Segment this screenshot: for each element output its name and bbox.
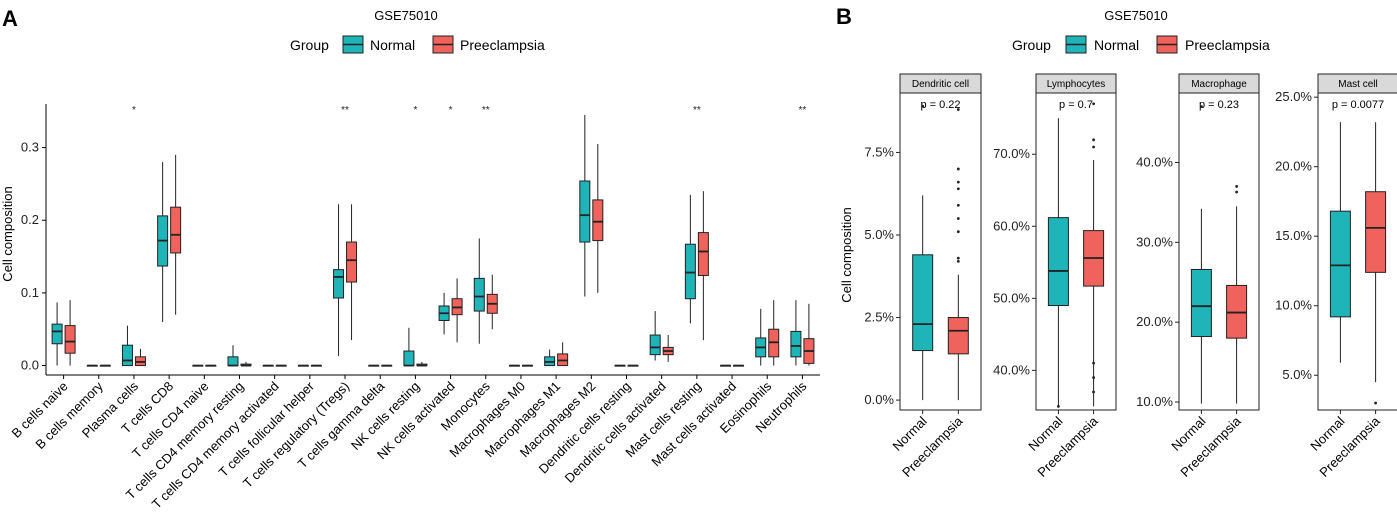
panel-b-y-tick-label: 25.0% bbox=[1275, 89, 1312, 104]
panel-b-outlier-point bbox=[1092, 376, 1095, 379]
panel-a-legend-title: Group bbox=[290, 37, 329, 53]
panel-a-preeclampsia-box bbox=[592, 199, 604, 242]
panel-b-facet-label: Dendritic cell bbox=[912, 79, 969, 90]
panel-a-normal-box bbox=[684, 243, 696, 300]
panel-b-y-tick-label: 40.0% bbox=[1136, 154, 1173, 169]
panel-b-outlier-point bbox=[1235, 185, 1238, 188]
panel-b-p-value: p = 0.7 bbox=[1059, 99, 1093, 111]
panel-b-normal-box bbox=[1329, 210, 1351, 318]
panel-a-legend: Group Normal Preeclampsia bbox=[290, 35, 545, 54]
panel-a-y-tick-label: 0.0 bbox=[21, 358, 39, 373]
panel-b-normal-box bbox=[912, 254, 934, 352]
panel-b-outlier-point bbox=[1092, 102, 1095, 106]
panel-b-outlier-point bbox=[956, 108, 960, 111]
panel-b-legend-normal: Normal bbox=[1094, 37, 1139, 53]
panel-b-outlier-point bbox=[921, 104, 925, 108]
panel-b-facet-border bbox=[1317, 92, 1397, 411]
panel-b-y-tick-label: 20.0% bbox=[1136, 314, 1173, 329]
panel-a-significance: ** bbox=[693, 105, 701, 116]
panel-b-y-tick-label: 5.0% bbox=[1282, 367, 1312, 382]
panel-b-facet-border bbox=[1178, 92, 1260, 411]
panel-b-p-value: p = 0.22 bbox=[920, 99, 960, 111]
panel-a-normal-box bbox=[649, 334, 661, 356]
panel-b-letter: B bbox=[836, 4, 852, 29]
panel-a-y-tick-label: 0.1 bbox=[21, 285, 39, 300]
panel-a-preeclampsia-box bbox=[697, 232, 709, 276]
panel-b-y-tick-label: 40.0% bbox=[993, 362, 1030, 377]
panel-b-outlier-point bbox=[956, 180, 960, 184]
panel-b-outlier-point bbox=[956, 203, 960, 207]
panel-b-outlier-point bbox=[956, 256, 960, 260]
panel-a-y-tick-label: 0.3 bbox=[21, 140, 39, 155]
panel-b-outlier-point bbox=[956, 217, 960, 220]
panel-b-outlier-point bbox=[1374, 401, 1377, 405]
panel-a-normal-box bbox=[473, 277, 485, 312]
panel-a-legend-preeclampsia: Preeclampsia bbox=[460, 37, 545, 53]
panel-b-y-tick-label: 7.5% bbox=[864, 144, 894, 159]
panel-a-letter: A bbox=[2, 6, 18, 31]
panel-a-significance: ** bbox=[341, 105, 349, 116]
panel-b-facet-border bbox=[899, 92, 982, 411]
panel-b-y-tick-label: 10.0% bbox=[1275, 298, 1312, 313]
panel-a-significance: * bbox=[413, 105, 417, 116]
panel-a-preeclampsia-box bbox=[64, 325, 76, 354]
panel-b-outlier-point bbox=[956, 230, 960, 234]
panel-b-outlier-point bbox=[1092, 361, 1095, 365]
panel-b-y-label: Cell composition bbox=[839, 207, 854, 302]
panel-a-significance: ** bbox=[799, 105, 807, 116]
panel-b-facet-label: Mast cell bbox=[1338, 79, 1377, 90]
panel-b-outlier-point bbox=[956, 260, 960, 263]
panel-b-p-value: p = 0.0077 bbox=[1332, 99, 1384, 111]
panel-b-y-tick-label: 10.0% bbox=[1136, 394, 1173, 409]
panel-b-outlier-point bbox=[956, 167, 960, 171]
panel-b-outlier-point bbox=[1235, 190, 1238, 194]
panel-b-facet-border bbox=[1035, 92, 1117, 411]
panel-b-p-value: p = 0.23 bbox=[1199, 99, 1239, 111]
panel-a-normal-box bbox=[790, 330, 802, 358]
panel-a-significance: ** bbox=[482, 105, 490, 116]
panel-a-normal-box bbox=[121, 344, 133, 367]
panel-b-outlier-point bbox=[1092, 145, 1095, 149]
panel-b-y-tick-label: 5.0% bbox=[864, 227, 894, 242]
panel-b-outlier-point bbox=[956, 187, 960, 191]
panel-b-y-tick-label: 50.0% bbox=[993, 290, 1030, 305]
panel-a-normal-box bbox=[227, 356, 239, 367]
panel-b-y-tick-label: 70.0% bbox=[993, 146, 1030, 161]
panel-b-normal-box bbox=[1190, 268, 1212, 338]
panel-a-significance: * bbox=[132, 105, 136, 116]
panel-a-normal-box bbox=[579, 180, 591, 243]
panel-b-y-tick-label: 30.0% bbox=[1136, 234, 1173, 249]
panel-b-facet-label: Lymphocytes bbox=[1047, 79, 1106, 90]
panel-b-facet-label: Macrophage bbox=[1191, 79, 1247, 90]
panel-a-title: GSE75010 bbox=[374, 8, 438, 23]
panel-a-preeclampsia-box bbox=[170, 206, 182, 254]
panel-b-title: GSE75010 bbox=[1104, 8, 1168, 23]
panel-b-preeclampsia-box bbox=[1365, 191, 1387, 273]
panel-a-normal-box bbox=[51, 323, 63, 345]
panel-b-y-tick-label: 60.0% bbox=[993, 218, 1030, 233]
panel-b-y-tick-label: 15.0% bbox=[1275, 228, 1312, 243]
panel-a-normal-box bbox=[403, 350, 415, 367]
panel-b-legend: Group Normal Preeclampsia bbox=[1012, 35, 1270, 54]
panel-b-outlier-point bbox=[1092, 138, 1095, 142]
panel-a-preeclampsia-box bbox=[346, 241, 358, 283]
panel-b-legend-title: Group bbox=[1012, 37, 1051, 53]
panel-a-y-label: Cell composition bbox=[0, 186, 15, 281]
panel-b-outlier-point bbox=[1057, 404, 1060, 408]
panel-a-legend-normal: Normal bbox=[370, 37, 415, 53]
panel-b-outlier-point bbox=[1200, 105, 1203, 108]
panel-b-outlier-point bbox=[1092, 390, 1095, 394]
panel-a-y-tick-label: 0.2 bbox=[21, 212, 39, 227]
panel-b-legend-preeclampsia: Preeclampsia bbox=[1185, 37, 1270, 53]
panel-a-significance: * bbox=[449, 105, 453, 116]
panel-b-y-tick-label: 20.0% bbox=[1275, 159, 1312, 174]
panel-b-y-tick-label: 2.5% bbox=[864, 310, 894, 325]
panel-a-normal-box bbox=[333, 269, 345, 299]
panel-b-normal-box bbox=[1047, 217, 1069, 307]
panel-b-preeclampsia-box bbox=[947, 317, 969, 355]
panel-b-y-tick-label: 0.0% bbox=[864, 392, 894, 407]
